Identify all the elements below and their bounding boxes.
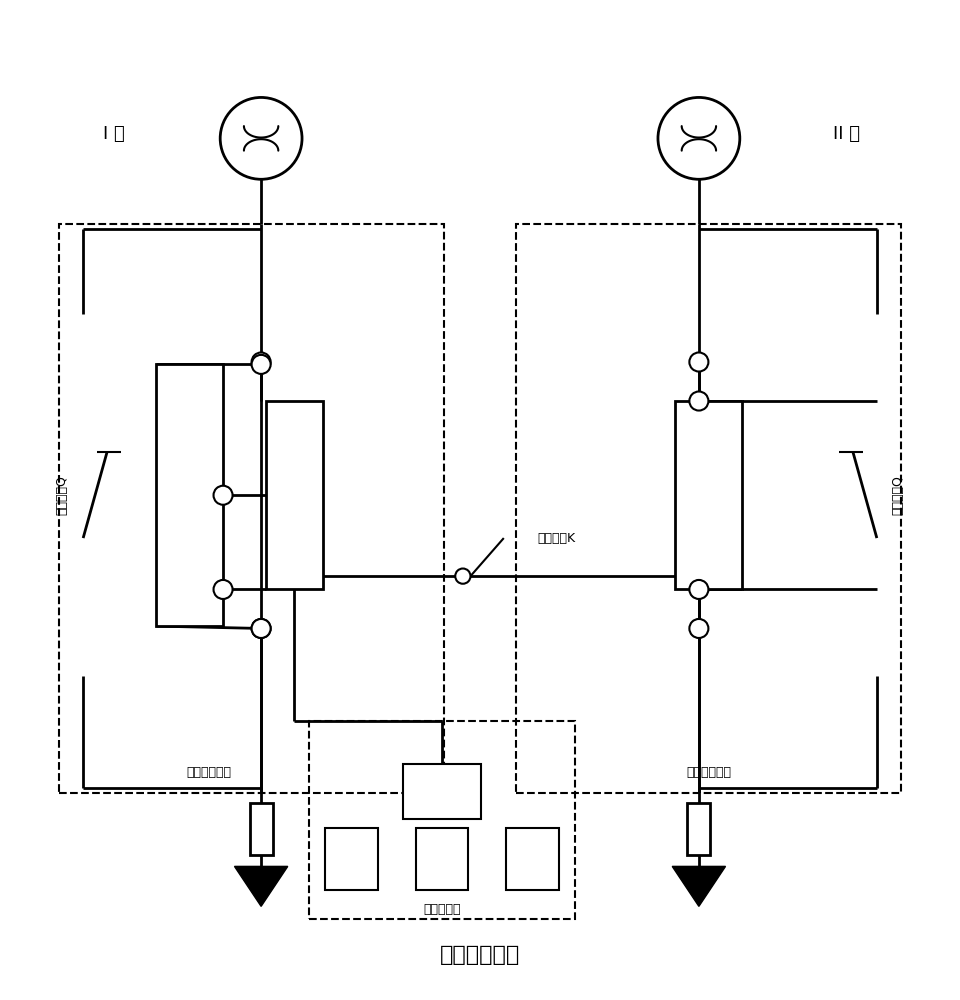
Text: 串联耦合单元: 串联耦合单元	[702, 473, 715, 518]
Circle shape	[252, 352, 271, 372]
Bar	[516, 224, 900, 793]
Text: II 段: II 段	[833, 125, 860, 143]
Circle shape	[220, 97, 302, 179]
Circle shape	[252, 355, 271, 374]
Bar	[250, 803, 273, 855]
Circle shape	[213, 486, 232, 505]
Text: 直流合环方式: 直流合环方式	[440, 945, 520, 965]
Bar	[156, 364, 223, 626]
Bar	[675, 401, 742, 589]
Bar	[266, 401, 323, 589]
Text: I 段: I 段	[103, 125, 125, 143]
Bar	[325, 828, 377, 890]
Bar	[309, 721, 575, 919]
Circle shape	[689, 352, 708, 372]
Text: 直流
负荷: 直流 负荷	[435, 777, 449, 805]
Polygon shape	[672, 866, 726, 906]
Text: 直流配电网: 直流配电网	[423, 903, 461, 916]
Bar	[506, 828, 559, 890]
Text: 旁路开关Q: 旁路开关Q	[56, 475, 69, 515]
Text: 串联耦合单元: 串联耦合单元	[183, 473, 196, 518]
Circle shape	[252, 619, 271, 638]
Circle shape	[252, 619, 271, 638]
Text: 直流输出端口: 直流输出端口	[186, 766, 231, 779]
Circle shape	[213, 580, 232, 599]
Bar	[60, 224, 444, 793]
Polygon shape	[234, 866, 288, 906]
Text: 风
电: 风 电	[438, 845, 445, 873]
Text: 并联耦合单元: 并联耦合单元	[288, 473, 300, 518]
Text: 接入开关K: 接入开关K	[537, 532, 575, 545]
Circle shape	[689, 619, 708, 638]
Text: 旁路开关Q: 旁路开关Q	[891, 475, 904, 515]
Text: 储
能: 储 能	[348, 845, 355, 873]
Bar	[687, 803, 710, 855]
Bar	[403, 764, 481, 819]
Circle shape	[689, 392, 708, 411]
Text: 直流输出端口: 直流输出端口	[685, 766, 731, 779]
Circle shape	[455, 569, 470, 584]
Text: 光
伏: 光 伏	[529, 845, 536, 873]
Bar	[416, 828, 468, 890]
Circle shape	[658, 97, 740, 179]
Circle shape	[689, 580, 708, 599]
